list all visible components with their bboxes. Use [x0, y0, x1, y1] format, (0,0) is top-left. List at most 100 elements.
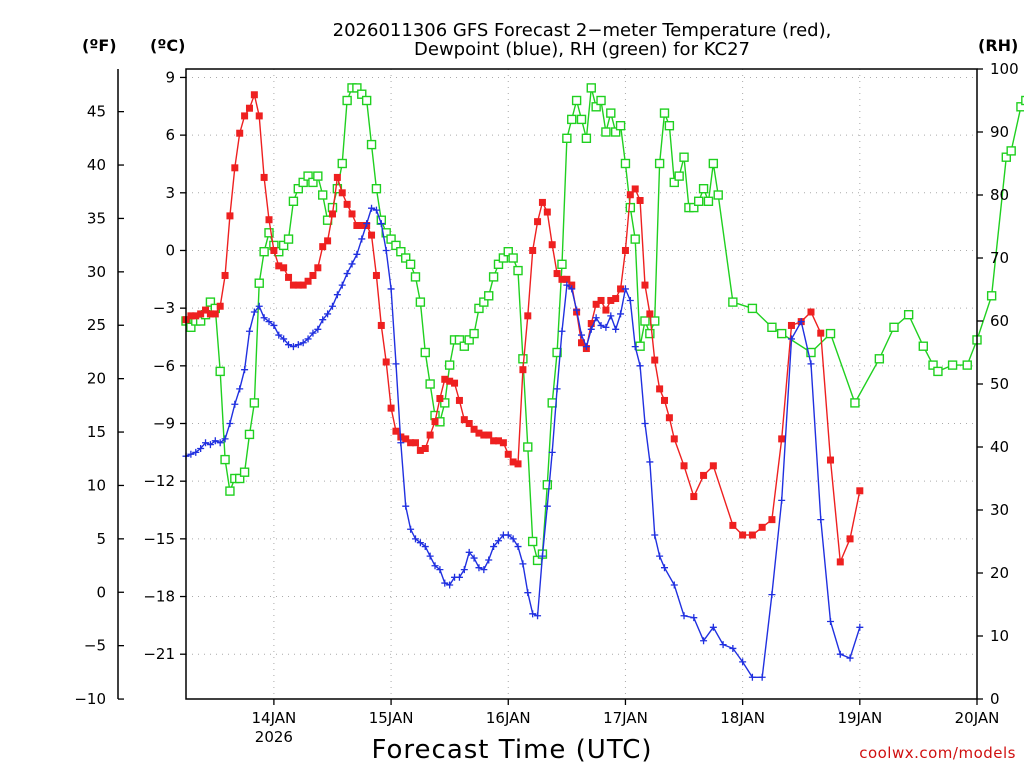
rh-point [444, 360, 455, 370]
temperature-point [358, 221, 366, 229]
dewpoint-point [631, 343, 639, 351]
temperature-point [328, 210, 336, 218]
temperature-point [646, 310, 654, 318]
dewpoint-point [836, 650, 844, 658]
rh-point [410, 272, 421, 282]
dewpoint-point [421, 543, 429, 551]
rh-point [352, 83, 362, 93]
dewpoint-point [294, 341, 302, 349]
rh-point [278, 240, 289, 251]
rh-point [542, 480, 553, 490]
dewpoint-point [494, 537, 502, 545]
dewpoint-point [529, 610, 537, 618]
temperature-point [514, 460, 522, 468]
fahrenheit-tick-label: 15 [87, 423, 106, 441]
temperature-point [382, 358, 390, 366]
rh-tick-label: 20 [990, 564, 1009, 582]
dewpoint-point [397, 439, 405, 447]
fahrenheit-tick-label: 0 [96, 583, 106, 601]
rh-point [557, 259, 567, 269]
temperature-point [494, 437, 502, 445]
rh-point [498, 253, 509, 263]
dewpoint-point [270, 321, 278, 329]
rh-tick-label: 70 [990, 249, 1009, 267]
dewpoint-point [470, 554, 478, 562]
temperature-point [480, 431, 488, 439]
rh-point [357, 89, 367, 99]
rh-point [401, 253, 411, 263]
rh-point [567, 114, 577, 125]
time-tick-label: 15JAN [369, 709, 414, 727]
temperature-line [185, 92, 861, 563]
temperature-point [612, 295, 620, 303]
dewpoint-point [426, 552, 434, 560]
temperature-point [265, 216, 273, 224]
temperature-point [324, 237, 332, 245]
dewpoint-point [807, 360, 815, 368]
celsius-tick-label: −6 [153, 357, 175, 375]
dewpoint-point [221, 435, 229, 443]
dewpoint-point [553, 385, 561, 393]
dewpoint-point [563, 281, 571, 289]
dewpoint-point [382, 246, 390, 254]
rh-point [674, 171, 684, 181]
temperature-point [211, 310, 219, 318]
rh-point [440, 398, 450, 408]
dewpoint-point [680, 612, 688, 620]
dewpoint-point [441, 579, 449, 587]
rh-point [806, 347, 816, 358]
celsius-unit-label: (ºC) [150, 36, 185, 55]
rh-point [610, 127, 621, 137]
temperature-point [436, 395, 444, 403]
rh-point [933, 366, 943, 377]
rh-tick-label: 80 [990, 186, 1009, 204]
dewpoint-point [607, 312, 615, 320]
dewpoint-point [592, 314, 600, 322]
rh-tick-label: 50 [990, 375, 1009, 393]
temperature-point [372, 271, 380, 279]
celsius-tick-label: −21 [143, 645, 175, 663]
temperature-point [475, 429, 483, 437]
dewpoint-point [280, 335, 288, 343]
temperature-point [280, 264, 288, 272]
credit-text: coolwx.com/models [859, 744, 1016, 762]
rh-point [264, 228, 274, 238]
dewpoint-point [621, 285, 629, 293]
rh-point [713, 190, 723, 200]
temperature-point [451, 379, 459, 387]
celsius-tick-label: 6 [165, 126, 175, 144]
temperature-point [294, 281, 302, 289]
rh-point [391, 240, 401, 251]
temperature-point [509, 458, 517, 466]
series-layer [181, 83, 1024, 681]
temperature-point [460, 416, 468, 424]
dewpoint-point [787, 335, 795, 343]
rh-point [425, 379, 435, 389]
rh-point [630, 234, 640, 244]
dewpoint-point [338, 281, 346, 289]
rh-point [303, 171, 313, 181]
celsius-axis: 9 6 3 0 −3 −6 −9 −12 −15 −18 −21 [143, 68, 186, 663]
rh-point [235, 473, 245, 484]
rh-point [254, 278, 264, 288]
plot-frame [185, 68, 978, 700]
fahrenheit-tick-label: 30 [87, 263, 106, 281]
dewpoint-point [289, 343, 297, 351]
rh-point [283, 234, 294, 244]
fahrenheit-tick-label: 25 [87, 316, 106, 334]
dewpoint-point [538, 552, 546, 560]
fahrenheit-unit-label: (ºF) [82, 36, 117, 55]
dewpoint-point [431, 562, 439, 570]
dewpoint-point [392, 360, 400, 368]
temperature-point [617, 285, 625, 293]
temperature-point [661, 396, 669, 404]
dewpoint-point [568, 285, 576, 293]
rh-point [249, 398, 260, 408]
rh-point [523, 442, 533, 452]
dewpoint-point [626, 296, 634, 304]
rh-tick-label: 10 [990, 627, 1009, 645]
rh-point [503, 246, 513, 257]
temperature-point [270, 246, 278, 254]
temperature-point [392, 427, 400, 435]
temperature-point [446, 377, 454, 385]
